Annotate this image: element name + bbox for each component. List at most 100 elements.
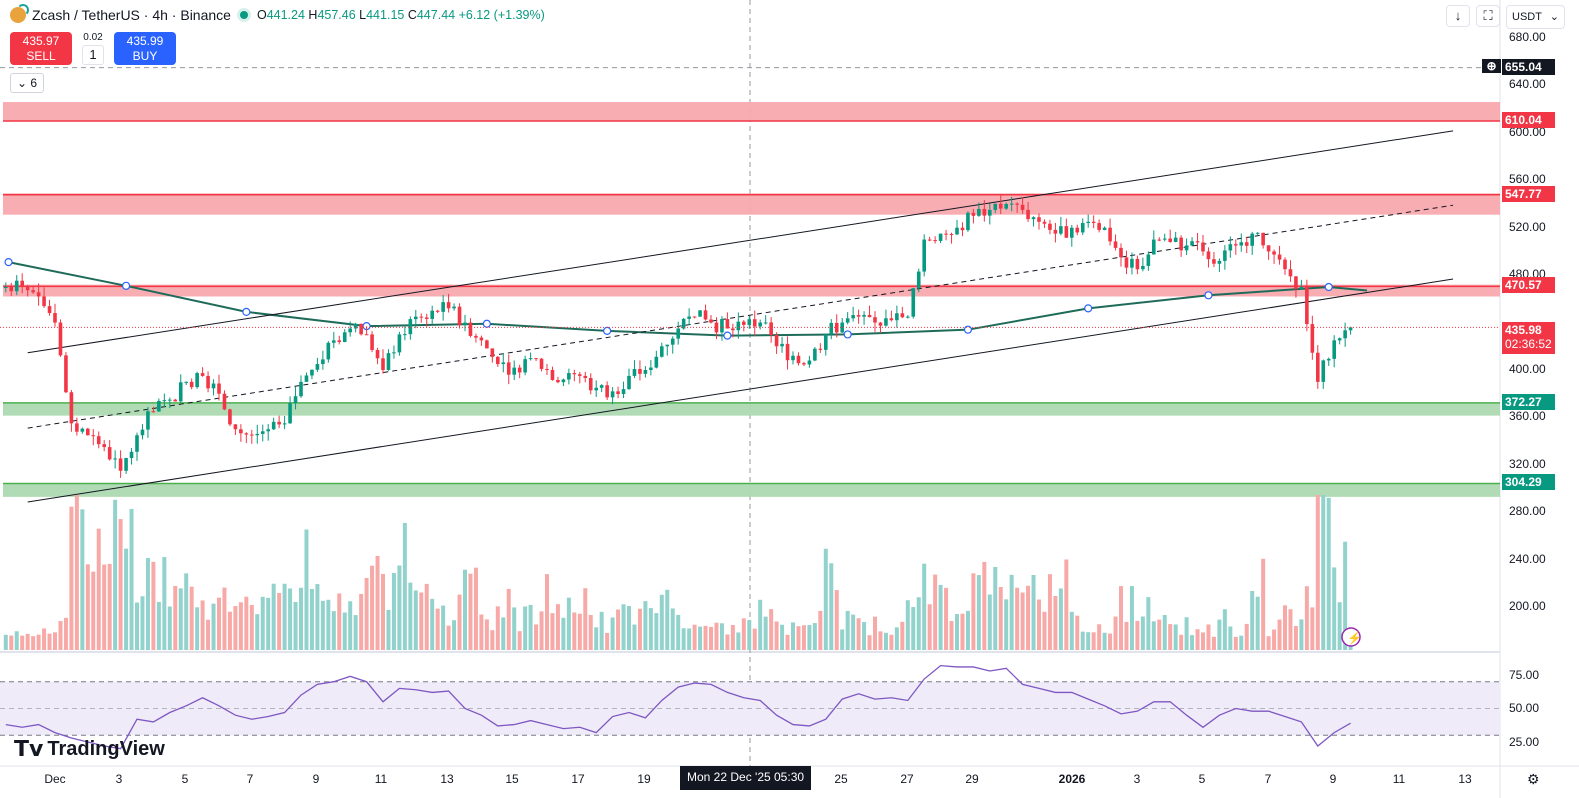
price-axis-label: 360.00 <box>1509 409 1546 424</box>
candle-up <box>1004 203 1008 209</box>
volume-bar <box>80 509 85 650</box>
volume-bar <box>670 608 675 650</box>
candle-down <box>244 433 249 435</box>
volume-bar <box>156 601 161 650</box>
volume-bar <box>277 593 282 650</box>
candle-down <box>200 373 205 376</box>
candle-up <box>113 458 117 460</box>
volume-bar <box>763 616 768 650</box>
volume-bar <box>949 620 954 650</box>
volume-bar <box>315 584 320 650</box>
sell-button[interactable]: 435.97 SELL <box>10 32 72 65</box>
time-axis-label: 13 <box>440 772 454 786</box>
indicators-collapse-button[interactable]: ⌄ 6 <box>10 73 45 93</box>
candle-down <box>517 367 522 373</box>
moving-average-marker <box>242 307 251 316</box>
volume-bar <box>1069 611 1074 650</box>
candle-up <box>1080 223 1085 233</box>
volume-bar <box>1151 621 1156 650</box>
candle-up <box>80 428 85 432</box>
volume-bar <box>468 573 473 650</box>
volume-bar <box>851 614 856 650</box>
volume-bar <box>42 628 47 650</box>
candle-up <box>403 334 407 336</box>
volume-bar <box>927 604 932 650</box>
volume-bar <box>889 634 894 650</box>
high-value: 457.46 <box>317 8 356 22</box>
volume-bar <box>145 558 150 650</box>
candle-down <box>69 392 74 424</box>
candle-down <box>1316 352 1320 382</box>
time-axis-label: 13 <box>1458 772 1472 786</box>
volume-bar <box>512 607 517 650</box>
quantity-input[interactable]: 1 <box>82 45 104 65</box>
candle-up <box>758 322 762 327</box>
volume-bar <box>665 589 670 650</box>
candle-down <box>1310 324 1315 353</box>
currency-select[interactable]: USDT ⌄ <box>1506 5 1565 29</box>
volume-bar <box>1228 626 1233 650</box>
volume-bar <box>288 588 293 650</box>
volume-bar <box>982 561 987 650</box>
volume-bar <box>309 589 314 650</box>
volume-bar <box>588 615 593 650</box>
candle-up <box>1190 241 1194 246</box>
volume-bar <box>1315 495 1320 650</box>
candle-up <box>643 369 648 374</box>
moving-average-marker <box>843 330 852 339</box>
volume-bar <box>659 594 664 650</box>
tradingview-logo[interactable]: 𝗧𝘃 TradingView <box>14 736 165 762</box>
volume-bar <box>933 574 938 650</box>
volume-bar <box>709 626 713 650</box>
candle-up <box>845 318 850 323</box>
candle-down <box>605 385 609 398</box>
volume-bar <box>299 587 303 650</box>
volume-bar <box>441 605 446 650</box>
rsi-axis-label: 50.00 <box>1509 701 1540 715</box>
volume-bar <box>1255 596 1260 650</box>
volume-bar <box>1015 587 1020 650</box>
volume-bar <box>381 573 385 650</box>
symbol-title[interactable]: Zcash / TetherUS · 4h · Binance <box>32 7 231 23</box>
candle-up <box>463 322 467 326</box>
volume-bar <box>1113 616 1118 650</box>
download-icon[interactable]: ↓ <box>1446 5 1470 27</box>
plus-icon[interactable]: ⊕ <box>1482 58 1501 73</box>
chevron-down-icon: ⌄ <box>1549 11 1559 23</box>
buy-label: BUY <box>132 49 158 63</box>
candle-down <box>944 233 948 235</box>
time-axis-label: 9 <box>1329 772 1337 786</box>
candle-up <box>687 316 691 319</box>
volume-bar <box>1261 558 1266 650</box>
volume-bar <box>1135 620 1140 650</box>
symbol-header: Zcash / TetherUS · 4h · Binance O441.24 … <box>10 4 545 23</box>
moving-average-marker <box>121 281 131 290</box>
volume-bar <box>1195 629 1200 650</box>
open-label: O <box>256 8 267 22</box>
volume-bar <box>1321 495 1326 650</box>
volume-bar <box>955 614 959 650</box>
volume-bar <box>747 619 752 650</box>
volume-bar <box>3 634 8 650</box>
price-axis-label: 240.00 <box>1509 551 1546 566</box>
buy-button[interactable]: 435.99 BUY <box>114 32 176 65</box>
volume-bar <box>495 606 500 650</box>
volume-bar <box>1020 592 1025 650</box>
candle-down <box>1042 221 1047 224</box>
candle-up <box>1141 265 1145 270</box>
candle-down <box>375 349 380 359</box>
candle-down <box>616 391 620 395</box>
volume-bar <box>1179 634 1184 650</box>
candle-down <box>867 314 872 318</box>
candle-up <box>1343 330 1347 339</box>
volume-bar <box>971 573 976 650</box>
candle-up <box>211 383 216 389</box>
candle-down <box>802 363 806 365</box>
candle-down <box>1113 241 1118 248</box>
volume-bar <box>725 634 730 650</box>
fullscreen-icon[interactable]: ⛶ <box>1476 5 1500 27</box>
volume-bar <box>1266 636 1271 650</box>
volume-bar <box>676 614 681 650</box>
settings-gear-icon[interactable]: ⚙ <box>1527 771 1540 787</box>
